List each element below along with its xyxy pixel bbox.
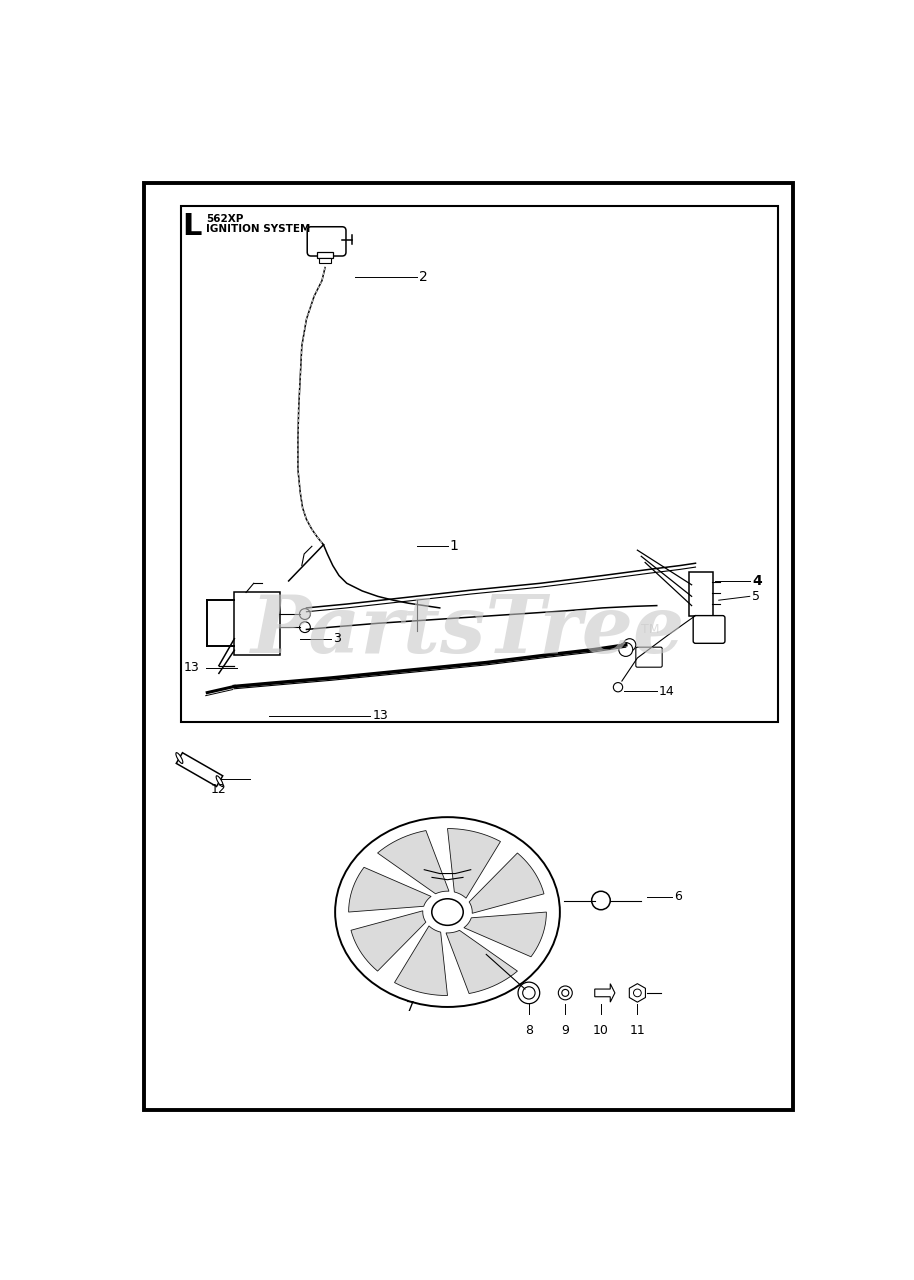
- Text: PartsTree: PartsTree: [251, 593, 686, 669]
- Polygon shape: [630, 983, 645, 1002]
- Text: 1: 1: [450, 539, 459, 553]
- Polygon shape: [395, 925, 448, 996]
- Text: 8: 8: [525, 1024, 533, 1037]
- Text: 13: 13: [184, 662, 199, 675]
- Circle shape: [558, 986, 572, 1000]
- FancyBboxPatch shape: [636, 648, 662, 667]
- FancyBboxPatch shape: [689, 572, 713, 617]
- Circle shape: [619, 643, 632, 657]
- Text: 5: 5: [752, 590, 760, 603]
- Text: 12: 12: [211, 783, 227, 796]
- Text: TM: TM: [642, 623, 660, 636]
- Circle shape: [300, 609, 311, 620]
- Circle shape: [523, 987, 535, 1000]
- Text: IGNITION SYSTEM: IGNITION SYSTEM: [206, 224, 310, 234]
- FancyBboxPatch shape: [307, 227, 346, 256]
- Ellipse shape: [175, 753, 183, 763]
- Text: 4: 4: [752, 573, 762, 588]
- Polygon shape: [469, 852, 544, 914]
- Polygon shape: [377, 831, 449, 893]
- Circle shape: [591, 891, 611, 910]
- Circle shape: [562, 989, 569, 996]
- Circle shape: [613, 682, 622, 691]
- Polygon shape: [351, 911, 426, 972]
- Text: 14: 14: [659, 685, 675, 698]
- Polygon shape: [348, 868, 431, 913]
- Text: 3: 3: [334, 632, 342, 645]
- FancyBboxPatch shape: [234, 591, 280, 655]
- Circle shape: [300, 622, 311, 632]
- Ellipse shape: [335, 817, 560, 1007]
- Text: 2: 2: [419, 270, 428, 284]
- Text: 13: 13: [372, 709, 388, 722]
- Ellipse shape: [216, 776, 223, 787]
- Polygon shape: [446, 931, 517, 993]
- Polygon shape: [595, 983, 615, 1002]
- Polygon shape: [448, 828, 501, 899]
- Text: 6: 6: [675, 890, 683, 904]
- Circle shape: [633, 989, 642, 997]
- Circle shape: [518, 982, 540, 1004]
- Bar: [319, 259, 331, 262]
- Text: 7: 7: [406, 1000, 415, 1014]
- Text: 562XP: 562XP: [206, 214, 243, 224]
- Ellipse shape: [431, 899, 463, 925]
- Text: 11: 11: [630, 1024, 645, 1037]
- Bar: [181, 206, 778, 722]
- FancyBboxPatch shape: [693, 616, 725, 644]
- Text: 10: 10: [593, 1024, 609, 1037]
- Bar: [317, 252, 333, 259]
- Text: L: L: [183, 212, 202, 241]
- Circle shape: [623, 639, 636, 652]
- Text: 9: 9: [561, 1024, 569, 1037]
- Polygon shape: [464, 913, 547, 956]
- Polygon shape: [176, 753, 223, 786]
